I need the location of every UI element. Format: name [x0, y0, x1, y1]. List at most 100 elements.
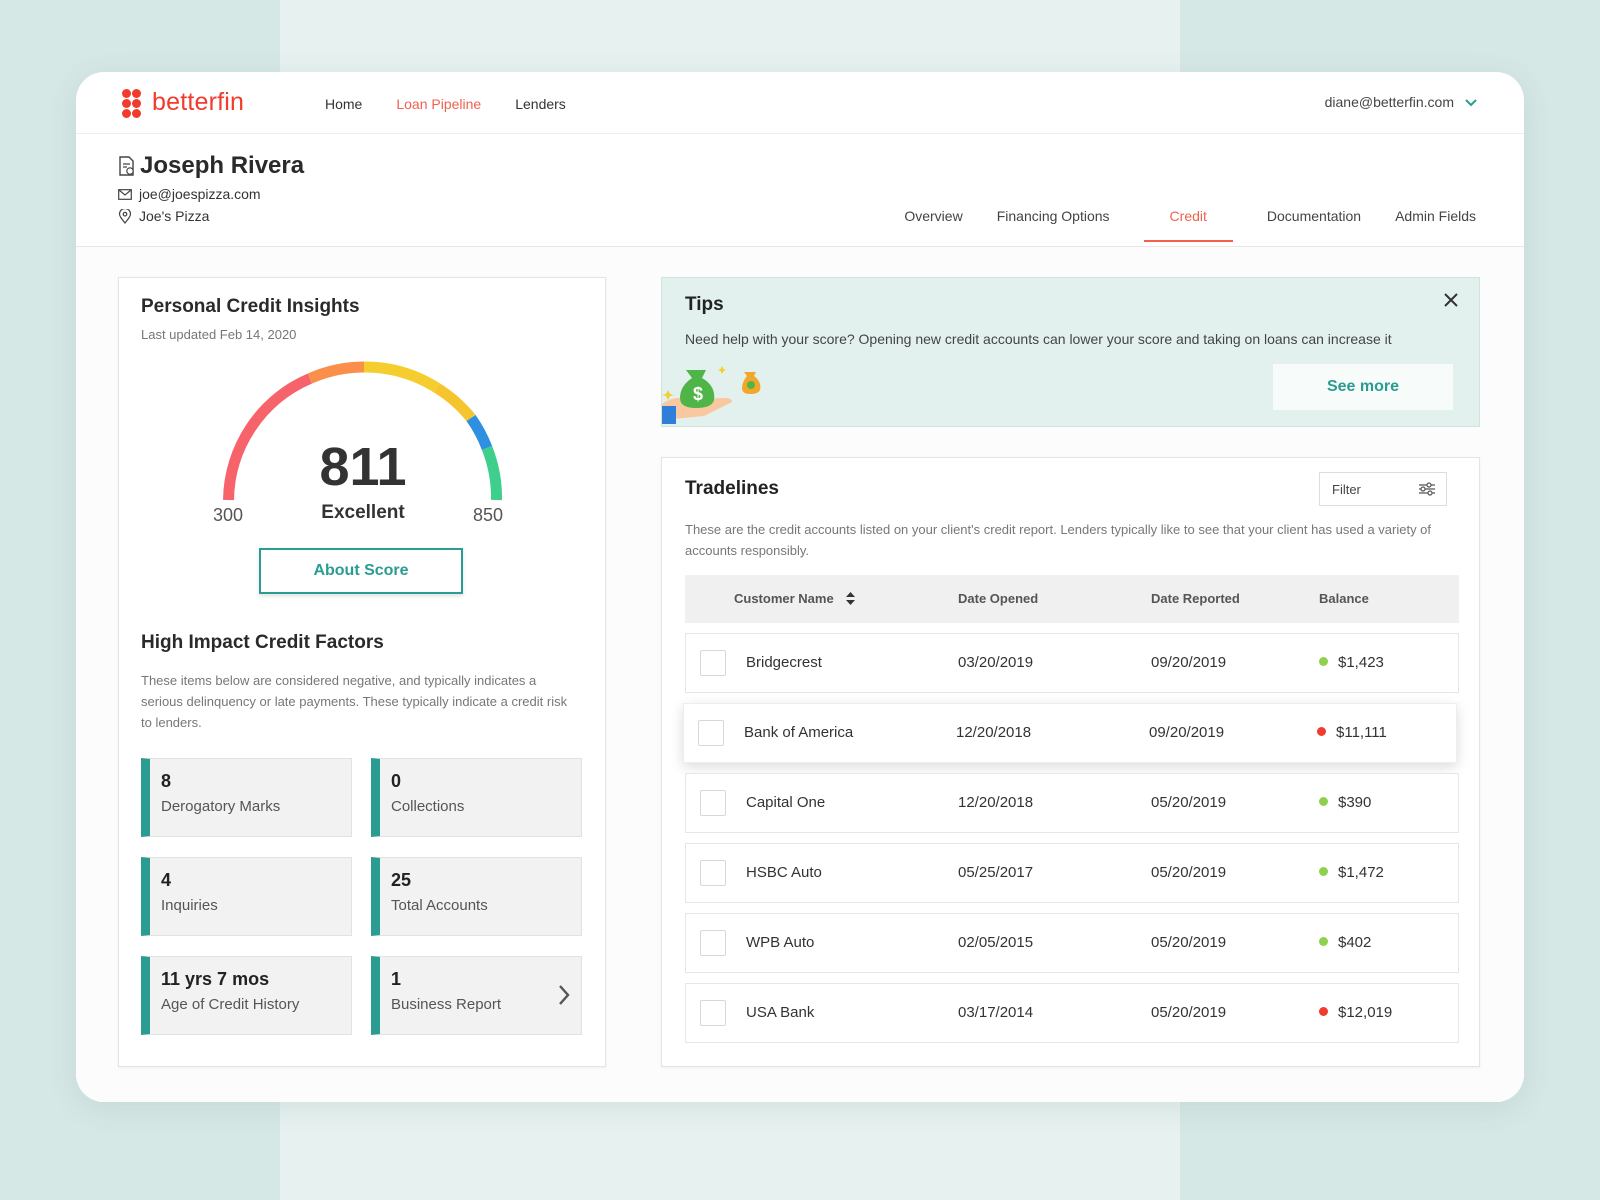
logo-dots-icon	[122, 88, 142, 118]
location-icon	[118, 208, 132, 224]
status-good-dot	[1319, 867, 1328, 876]
table-row[interactable]: USA Bank 03/17/2014 05/20/2019 $12,019	[685, 983, 1459, 1043]
cell-customer-name: Capital One	[746, 794, 826, 811]
factor-value: 11 yrs 7 mos	[161, 969, 270, 989]
factor-collections: 0 Collections	[371, 758, 582, 837]
factor-label: Derogatory Marks	[161, 798, 281, 815]
cell-date-opened: 03/20/2019	[958, 654, 1034, 671]
row-checkbox[interactable]	[698, 720, 724, 746]
tab-admin-fields[interactable]: Admin Fields	[1395, 208, 1476, 224]
table-row[interactable]: WPB Auto 02/05/2015 05/20/2019 $402	[685, 913, 1459, 973]
svg-text:$: $	[693, 384, 703, 404]
cell-customer-name: HSBC Auto	[746, 864, 822, 881]
balance-value: $11,111	[1336, 724, 1387, 741]
top-nav: betterfin Home Loan Pipeline Lenders dia…	[76, 72, 1524, 134]
tab-financing-options[interactable]: Financing Options	[996, 208, 1110, 224]
balance-value: $390	[1338, 794, 1372, 811]
client-header: Joseph Rivera joe@joespizza.com Joe's Pi…	[118, 152, 304, 224]
balance-value: $12,019	[1338, 1004, 1393, 1021]
cell-date-reported: 05/20/2019	[1151, 864, 1227, 881]
filter-button[interactable]: Filter	[1319, 472, 1447, 506]
tradelines-description: These are the credit accounts listed on …	[685, 522, 1432, 558]
filter-sliders-icon	[1419, 482, 1435, 496]
nav-lenders[interactable]: Lenders	[515, 96, 566, 112]
cell-customer-name: WPB Auto	[746, 934, 815, 951]
factor-derogatory-marks: 8 Derogatory Marks	[141, 758, 352, 837]
cell-date-opened: 12/20/2018	[956, 724, 1032, 741]
score-rating: Excellent	[321, 502, 405, 523]
factors-title: High Impact Credit Factors	[141, 632, 384, 653]
cell-date-opened: 02/05/2015	[958, 934, 1034, 951]
nav-home[interactable]: Home	[325, 96, 363, 112]
factor-total-accounts: 25 Total Accounts	[371, 857, 582, 936]
row-checkbox[interactable]	[700, 650, 726, 676]
cell-date-reported: 09/20/2019	[1151, 654, 1227, 671]
col-date-reported[interactable]: Date Reported	[1151, 591, 1240, 606]
table-row[interactable]: Bridgecrest 03/20/2019 09/20/2019 $1,423	[685, 633, 1459, 693]
client-email[interactable]: joe@joespizza.com	[139, 186, 261, 202]
factor-value: 8	[161, 771, 172, 791]
money-bag-hand-icon: $	[662, 366, 761, 424]
row-checkbox[interactable]	[700, 790, 726, 816]
status-bad-dot	[1317, 727, 1326, 736]
status-good-dot	[1319, 937, 1328, 946]
balance-value: $1,472	[1338, 864, 1384, 881]
score-gauge	[223, 361, 503, 501]
header-divider	[76, 246, 1524, 247]
user-menu[interactable]: diane@betterfin.com	[1325, 94, 1478, 110]
client-business: Joe's Pizza	[139, 208, 210, 224]
factors-grid: 8 Derogatory Marks 0 Collections 4 Inqui…	[141, 758, 583, 1035]
cell-date-reported: 09/20/2019	[1149, 724, 1225, 741]
nav-loan-pipeline[interactable]: Loan Pipeline	[396, 96, 482, 112]
see-more-button[interactable]: See more	[1273, 364, 1453, 410]
cell-balance: $402	[1319, 934, 1371, 951]
factor-label: Inquiries	[161, 897, 218, 914]
user-email: diane@betterfin.com	[1324, 94, 1454, 110]
cell-date-opened: 12/20/2018	[958, 794, 1034, 811]
cell-date-reported: 05/20/2019	[1151, 934, 1227, 951]
chevron-right-icon[interactable]	[557, 983, 571, 1007]
brand-name: betterfin	[152, 88, 245, 116]
tips-text: Need help with your score? Opening new c…	[685, 331, 1392, 347]
last-updated: Last updated Feb 14, 2020	[141, 327, 297, 342]
col-date-opened[interactable]: Date Opened	[958, 591, 1039, 606]
factor-age-of-credit: 11 yrs 7 mos Age of Credit History	[141, 956, 352, 1035]
col-label: Customer Name	[734, 591, 834, 606]
brand-logo[interactable]: betterfin	[122, 88, 245, 118]
factor-label: Age of Credit History	[161, 996, 300, 1013]
document-icon	[119, 156, 134, 176]
factor-business-report[interactable]: 1 Business Report	[371, 956, 582, 1035]
table-row[interactable]: Bank of America 12/20/2018 09/20/2019 $1…	[683, 703, 1457, 763]
tradelines-card: Tradelines Filter These are the credit a…	[661, 457, 1480, 1067]
credit-score: 811	[319, 437, 407, 497]
cell-date-opened: 03/17/2014	[958, 1004, 1034, 1021]
score-min: 300	[213, 505, 244, 525]
tab-overview[interactable]: Overview	[904, 208, 963, 224]
about-score-button[interactable]: About Score	[259, 548, 463, 594]
balance-value: $402	[1338, 934, 1372, 951]
tab-credit[interactable]: Credit	[1143, 208, 1234, 242]
cell-customer-name: USA Bank	[746, 1004, 815, 1021]
factor-label: Business Report	[391, 996, 502, 1013]
row-checkbox[interactable]	[700, 1000, 726, 1026]
mail-icon	[118, 188, 132, 200]
factor-label: Collections	[391, 798, 465, 815]
factor-value: 25	[391, 870, 412, 890]
close-icon[interactable]	[1441, 290, 1461, 310]
credit-content: Personal Credit Insights Last updated Fe…	[76, 247, 1524, 1102]
tab-documentation[interactable]: Documentation	[1266, 208, 1362, 224]
cell-balance: $12,019	[1319, 1004, 1392, 1021]
factor-value: 0	[391, 771, 402, 791]
col-balance[interactable]: Balance	[1319, 591, 1369, 606]
factor-value: 1	[391, 969, 402, 989]
row-checkbox[interactable]	[700, 860, 726, 886]
credit-insights-card: Personal Credit Insights Last updated Fe…	[118, 277, 606, 1067]
cell-date-opened: 05/25/2017	[958, 864, 1034, 881]
col-customer-name[interactable]: Customer Name	[734, 591, 855, 606]
factor-value: 4	[161, 870, 172, 890]
factors-description: These items below are considered negativ…	[141, 673, 568, 730]
table-row[interactable]: Capital One 12/20/2018 05/20/2019 $390	[685, 773, 1459, 833]
table-row[interactable]: HSBC Auto 05/25/2017 05/20/2019 $1,472	[685, 843, 1459, 903]
row-checkbox[interactable]	[700, 930, 726, 956]
tips-title: Tips	[685, 294, 724, 315]
